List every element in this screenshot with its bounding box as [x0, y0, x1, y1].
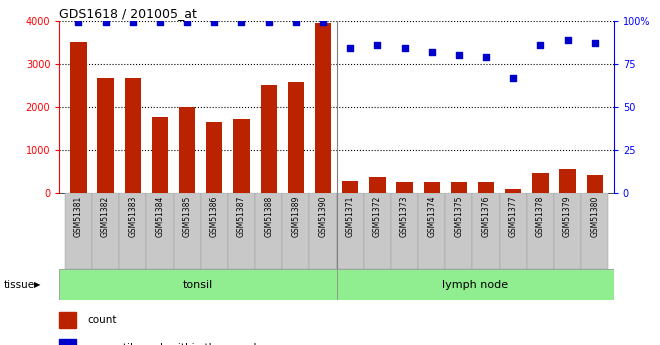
Point	[290, 20, 301, 25]
Point	[562, 37, 573, 42]
Point	[453, 52, 464, 58]
Text: GSM51373: GSM51373	[400, 196, 409, 237]
Bar	[59, 312, 76, 328]
Bar	[364, 193, 391, 269]
Text: GSM51382: GSM51382	[101, 196, 110, 237]
Bar	[478, 181, 494, 193]
Bar	[532, 173, 548, 193]
Text: GSM51390: GSM51390	[319, 196, 327, 237]
Bar	[288, 81, 304, 193]
Point	[480, 54, 491, 60]
Bar	[560, 169, 576, 193]
Text: GSM51375: GSM51375	[454, 196, 463, 237]
Bar	[451, 181, 467, 193]
Bar	[147, 193, 174, 269]
Text: tissue: tissue	[3, 280, 34, 289]
Bar	[261, 86, 277, 193]
Bar	[310, 193, 337, 269]
Point	[182, 20, 193, 25]
Bar	[527, 193, 554, 269]
Point	[100, 20, 111, 25]
Point	[317, 20, 328, 25]
Point	[399, 46, 410, 51]
Point	[508, 75, 519, 80]
Text: GSM51386: GSM51386	[210, 196, 219, 237]
Point	[209, 20, 220, 25]
Text: count: count	[87, 315, 117, 325]
Bar	[446, 193, 473, 269]
Bar	[369, 177, 385, 193]
Point	[426, 49, 437, 55]
Point	[236, 20, 247, 25]
Text: GSM51387: GSM51387	[237, 196, 246, 237]
Bar	[179, 107, 195, 193]
Bar	[391, 193, 418, 269]
Bar	[59, 339, 76, 345]
Point	[154, 20, 165, 25]
Bar	[228, 193, 255, 269]
Bar	[234, 119, 249, 193]
Bar	[282, 193, 310, 269]
Text: GSM51371: GSM51371	[346, 196, 354, 237]
Bar	[174, 193, 201, 269]
Text: GSM51379: GSM51379	[563, 196, 572, 237]
Bar	[201, 193, 228, 269]
Bar	[315, 23, 331, 193]
Text: GSM51384: GSM51384	[156, 196, 164, 237]
Text: GSM51385: GSM51385	[183, 196, 191, 237]
Point	[345, 46, 356, 51]
Text: ▶: ▶	[34, 280, 41, 289]
Bar	[92, 193, 119, 269]
Text: GSM51383: GSM51383	[128, 196, 137, 237]
Bar	[65, 193, 92, 269]
Point	[127, 20, 138, 25]
Bar	[424, 181, 440, 193]
Point	[263, 20, 274, 25]
Text: GSM51377: GSM51377	[509, 196, 517, 237]
Text: tonsil: tonsil	[183, 280, 213, 289]
Text: lymph node: lymph node	[442, 280, 508, 289]
Bar	[337, 193, 364, 269]
Point	[73, 20, 84, 25]
Text: GSM51381: GSM51381	[74, 196, 83, 237]
Text: percentile rank within the sample: percentile rank within the sample	[87, 343, 263, 345]
Point	[535, 42, 546, 48]
Bar	[255, 193, 282, 269]
Text: GSM51372: GSM51372	[373, 196, 382, 237]
Bar	[581, 193, 609, 269]
Bar	[152, 117, 168, 193]
Point	[372, 42, 383, 48]
Bar	[206, 122, 222, 193]
Text: GSM51388: GSM51388	[264, 196, 273, 237]
Bar	[70, 42, 86, 193]
Bar	[98, 78, 114, 193]
Bar	[473, 193, 500, 269]
Text: GSM51380: GSM51380	[590, 196, 599, 237]
Bar	[59, 269, 337, 300]
Text: GDS1618 / 201005_at: GDS1618 / 201005_at	[59, 7, 197, 20]
Point	[589, 40, 600, 46]
Bar	[587, 175, 603, 193]
Bar	[418, 193, 446, 269]
Text: GSM51374: GSM51374	[427, 196, 436, 237]
Bar	[342, 181, 358, 193]
Bar	[505, 189, 521, 193]
Bar	[337, 269, 614, 300]
Text: GSM51376: GSM51376	[482, 196, 490, 237]
Text: GSM51389: GSM51389	[291, 196, 300, 237]
Bar	[554, 193, 581, 269]
Text: GSM51378: GSM51378	[536, 196, 545, 237]
Bar	[397, 181, 412, 193]
Bar	[125, 78, 141, 193]
Bar	[119, 193, 147, 269]
Bar	[500, 193, 527, 269]
